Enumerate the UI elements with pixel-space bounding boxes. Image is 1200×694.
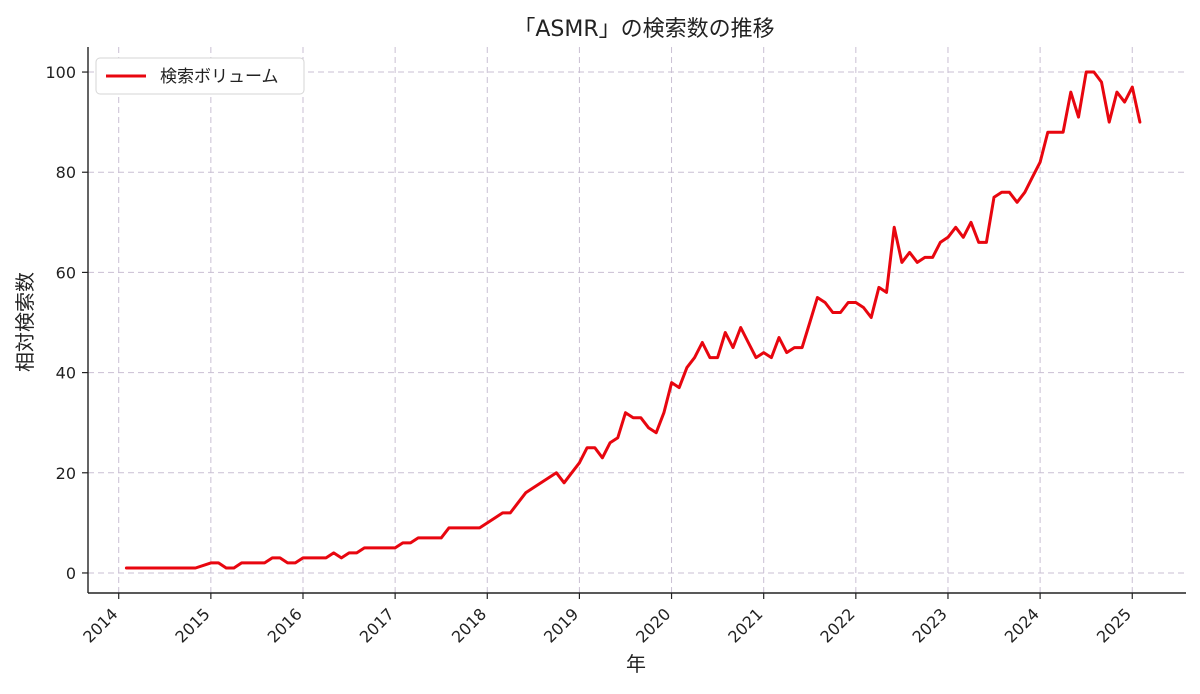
legend-box (95, 57, 305, 95)
x-axis-label: 年 (626, 652, 646, 676)
grid (88, 47, 1186, 593)
x-tick-label: 2017 (356, 604, 398, 646)
y-tick-label: 60 (56, 263, 76, 282)
x-tick-label: 2014 (79, 604, 121, 646)
x-tick-label: 2022 (816, 604, 858, 646)
x-tick-label: 2018 (448, 604, 490, 646)
y-tick-label: 80 (56, 163, 76, 182)
x-tick-label: 2015 (171, 604, 213, 646)
axes: 0 20 40 60 80 100 2014 2015 2016 2017 2018 2019 2020… (45, 47, 1186, 647)
x-tick-label: 2016 (264, 604, 306, 646)
legend-label: 検索ボリューム (160, 67, 279, 87)
x-tick-label: 2023 (909, 604, 951, 646)
x-tick-label: 2025 (1093, 604, 1135, 646)
y-tick-label: 40 (56, 364, 76, 383)
series-line-0 (124, 70, 1142, 570)
x-tick-label: 2021 (724, 604, 766, 646)
y-axis-label: 相対検索数 (13, 272, 37, 372)
chart-title: 「ASMR」の検索数の推移 (513, 17, 774, 42)
x-tick-label: 2024 (1001, 604, 1043, 646)
x-tick-label: 2019 (540, 604, 582, 646)
y-tick-label: 20 (56, 464, 76, 483)
series-layer (124, 70, 1142, 570)
y-tick-label: 100 (45, 63, 76, 82)
x-tick-label: 2020 (632, 604, 674, 646)
legend: 検索ボリューム (95, 57, 305, 95)
y-tick-label: 0 (66, 564, 76, 583)
